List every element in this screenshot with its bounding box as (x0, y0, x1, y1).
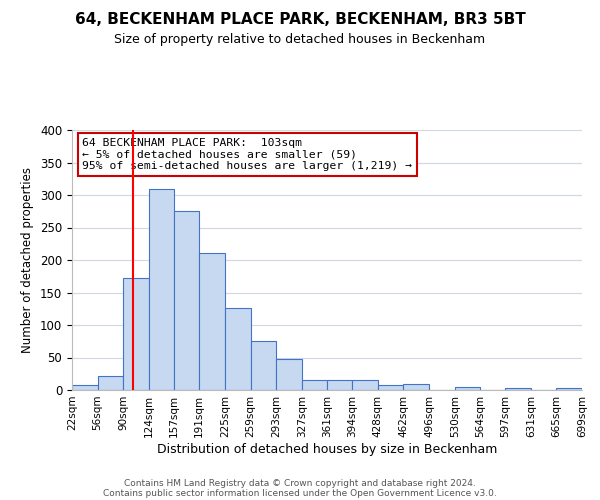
Text: Distribution of detached houses by size in Beckenham: Distribution of detached houses by size … (157, 442, 497, 456)
Bar (378, 385, 403, 390)
Bar (98, 376, 123, 390)
Bar (556, 388, 582, 390)
Bar (72, 385, 98, 390)
Bar (199, 253, 225, 390)
Text: Contains HM Land Registry data © Crown copyright and database right 2024.: Contains HM Land Registry data © Crown c… (124, 478, 476, 488)
Bar (225, 308, 251, 390)
Text: 64 BECKENHAM PLACE PARK:  103sqm
← 5% of detached houses are smaller (59)
95% of: 64 BECKENHAM PLACE PARK: 103sqm ← 5% of … (82, 138, 412, 171)
Text: Contains public sector information licensed under the Open Government Licence v3: Contains public sector information licen… (103, 488, 497, 498)
Bar (403, 384, 429, 390)
Bar (123, 278, 149, 390)
Bar (276, 359, 302, 390)
Bar (173, 210, 199, 390)
Bar (251, 341, 276, 390)
Bar (455, 387, 481, 390)
Bar (505, 388, 531, 390)
Text: Size of property relative to detached houses in Beckenham: Size of property relative to detached ho… (115, 32, 485, 46)
Bar (149, 188, 173, 390)
Y-axis label: Number of detached properties: Number of detached properties (22, 167, 34, 353)
Bar (352, 380, 378, 390)
Bar (328, 380, 352, 390)
Text: 64, BECKENHAM PLACE PARK, BECKENHAM, BR3 5BT: 64, BECKENHAM PLACE PARK, BECKENHAM, BR3… (74, 12, 526, 28)
Bar (302, 380, 328, 390)
